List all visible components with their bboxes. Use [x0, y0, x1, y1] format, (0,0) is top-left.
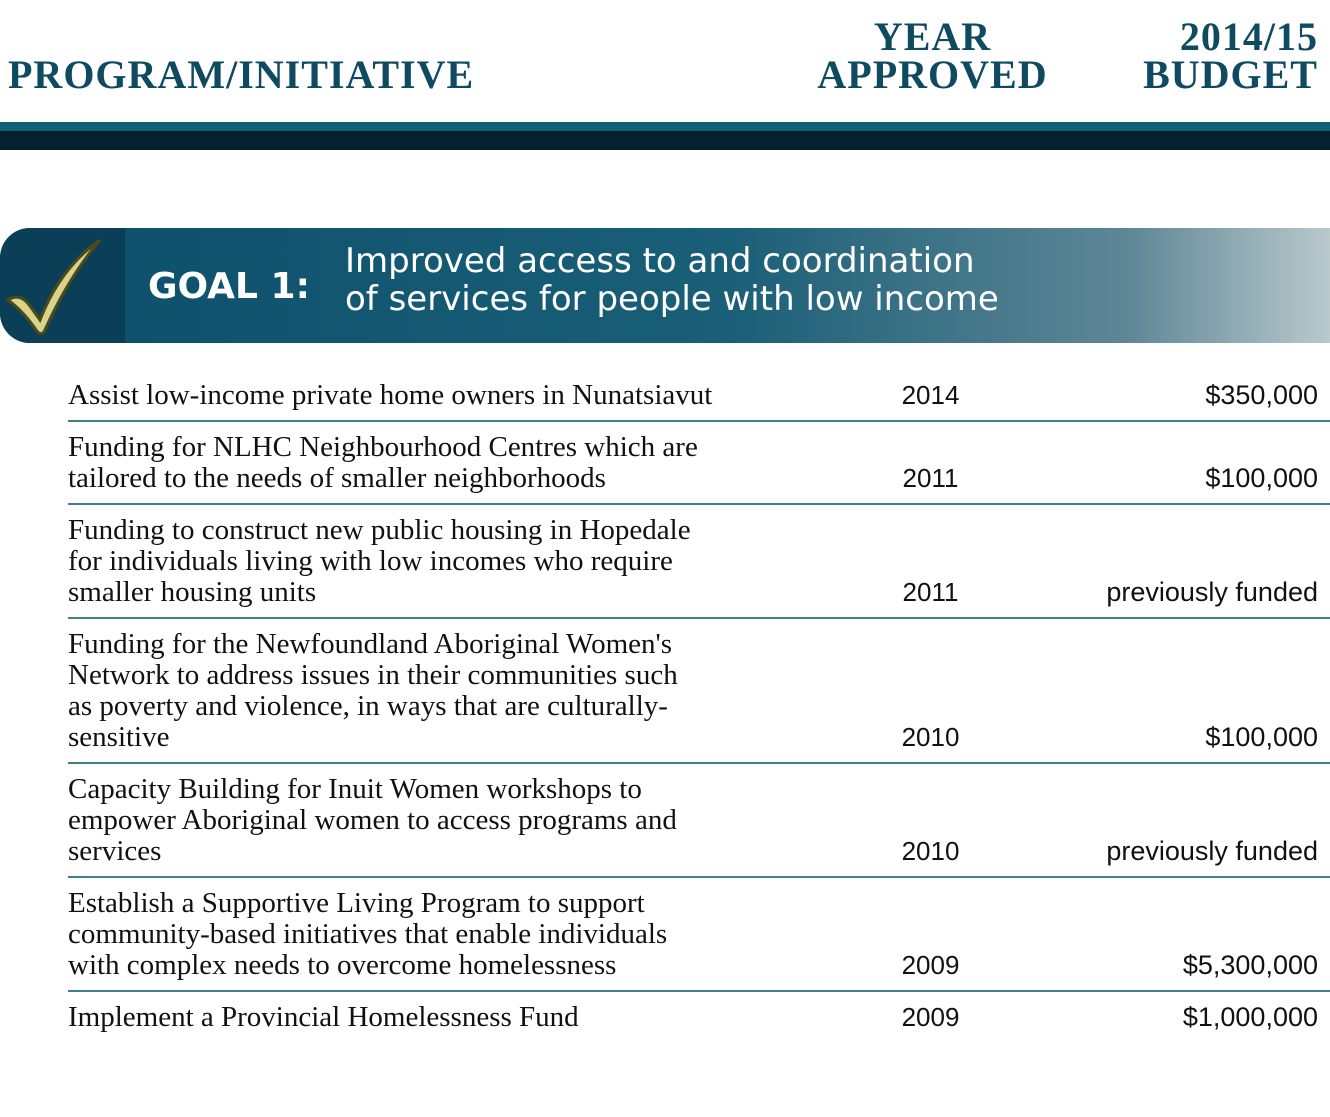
table-row: Funding for NLHC Neighbourhood Centres w… — [68, 422, 1330, 505]
year: 2010 — [901, 722, 960, 752]
program: Funding for the Newfoundland Aboriginal … — [68, 629, 828, 753]
table: Assist low-income private home owners in… — [68, 370, 1330, 1042]
table-row: Capacity Building for Inuit Women worksh… — [68, 764, 1330, 878]
program: Implement a Provincial Homelessness Fund — [68, 1002, 828, 1033]
budget: $350,000 — [1205, 380, 1318, 410]
program: Establish a Supportive Living Program to… — [68, 888, 828, 981]
budget: $100,000 — [1205, 463, 1318, 493]
budget: $1,000,000 — [1182, 1002, 1318, 1032]
program-line: sensitive — [68, 721, 170, 753]
rule — [0, 122, 1330, 131]
year: 2011 — [902, 463, 959, 493]
program-line: empower Aboriginal women to access progr… — [68, 804, 677, 836]
header-line: BUDGET — [1143, 52, 1318, 97]
program-line: Funding to construct new public housing … — [68, 514, 691, 546]
year: 2009 — [901, 950, 960, 980]
year: 2011 — [902, 577, 959, 607]
program-line: Assist low-income private home owners in… — [68, 379, 713, 411]
year: 2014 — [901, 380, 960, 410]
check-icon — [5, 238, 102, 336]
table-row: Funding for the Newfoundland Aboriginal … — [68, 619, 1330, 764]
header-program: PROGRAM/INITIATIVE — [8, 52, 475, 97]
year: 2010 — [901, 836, 960, 866]
header-line: 2014/15 — [1179, 14, 1318, 59]
header-line: APPROVED — [817, 52, 1048, 97]
rule — [0, 131, 1330, 150]
budget: $100,000 — [1205, 722, 1318, 752]
program-line: as poverty and violence, in ways that ar… — [68, 690, 668, 722]
program-line: for individuals living with low incomes … — [68, 545, 673, 577]
program-line: Establish a Supportive Living Program to… — [68, 887, 645, 919]
program: Funding for NLHC Neighbourhood Centres w… — [68, 432, 828, 494]
program: Funding to construct new public housing … — [68, 515, 828, 608]
program-line: services — [68, 835, 162, 867]
program-line: Capacity Building for Inuit Women worksh… — [68, 773, 642, 805]
program-line: community-based initiatives that enable … — [68, 918, 668, 950]
header-line: YEAR — [873, 14, 992, 59]
goal-text: Improved access to and coordination of s… — [345, 242, 999, 318]
program-line: Network to address issues in their commu… — [68, 659, 678, 691]
check-box — [0, 228, 125, 343]
table-row: Implement a Provincial Homelessness Fund… — [68, 992, 1330, 1042]
header-budget: 2014/15 BUDGET — [1143, 14, 1318, 97]
budget: previously funded — [1106, 836, 1318, 866]
goal-line: Improved access to and coordination — [345, 241, 975, 281]
program-line: smaller housing units — [68, 576, 317, 608]
goal-label: GOAL 1: — [148, 266, 310, 307]
program-line: Funding for NLHC Neighbourhood Centres w… — [68, 431, 698, 463]
header-year: YEAR APPROVED — [800, 14, 1065, 97]
year: 2009 — [901, 1002, 960, 1032]
table-row: Funding to construct new public housing … — [68, 505, 1330, 619]
goal-banner: GOAL 1: Improved access to and coordinat… — [0, 228, 1330, 343]
program-line: tailored to the needs of smaller neighbo… — [68, 462, 606, 494]
program-line: Implement a Provincial Homelessness Fund — [68, 1001, 579, 1033]
budget: previously funded — [1106, 577, 1318, 607]
program-line: Funding for the Newfoundland Aboriginal … — [68, 628, 673, 660]
budget: $5,300,000 — [1182, 950, 1318, 980]
table-row: Assist low-income private home owners in… — [68, 370, 1330, 422]
check — [5, 238, 102, 336]
program-line: with complex needs to overcome homelessn… — [68, 949, 617, 981]
program: Capacity Building for Inuit Women worksh… — [68, 774, 828, 867]
table-row: Establish a Supportive Living Program to… — [68, 878, 1330, 992]
goal-line: of services for people with low income — [345, 279, 999, 319]
program: Assist low-income private home owners in… — [68, 380, 828, 411]
